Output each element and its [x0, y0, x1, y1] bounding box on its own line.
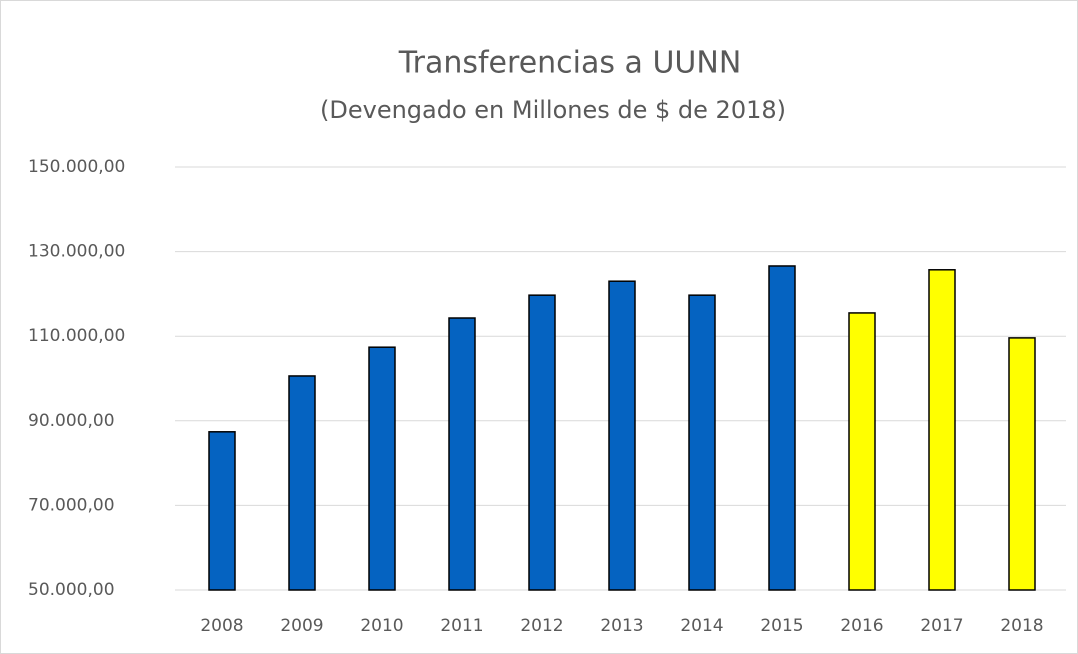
x-tick-label: 2010	[360, 616, 403, 636]
bar	[208, 431, 236, 591]
y-tick-label: 150.000,00	[28, 157, 125, 177]
bar	[608, 280, 636, 591]
x-tick-label: 2009	[280, 616, 323, 636]
y-tick-label: 90.000,00	[28, 411, 115, 431]
x-tick-label: 2015	[760, 616, 803, 636]
bar	[368, 346, 396, 591]
bar	[848, 312, 876, 591]
x-tick-label: 2013	[600, 616, 643, 636]
x-tick-label: 2008	[200, 616, 243, 636]
bar	[688, 294, 716, 591]
x-tick-label: 2016	[840, 616, 883, 636]
bar	[928, 269, 956, 591]
y-tick-label: 110.000,00	[28, 326, 125, 346]
bar	[448, 317, 476, 591]
x-tick-label: 2011	[440, 616, 483, 636]
x-tick-label: 2014	[680, 616, 723, 636]
x-tick-label: 2018	[1000, 616, 1043, 636]
bar	[768, 265, 796, 591]
bar	[288, 375, 316, 591]
chart-subtitle: (Devengado en Millones de $ de 2018)	[320, 96, 786, 124]
chart-title: Transferencias a UUNN	[398, 46, 742, 81]
y-tick-label: 50.000,00	[28, 580, 115, 600]
bar	[528, 294, 556, 591]
y-tick-label: 70.000,00	[28, 495, 115, 515]
x-tick-label: 2017	[920, 616, 963, 636]
y-tick-label: 130.000,00	[28, 242, 125, 262]
x-tick-label: 2012	[520, 616, 563, 636]
bar	[1008, 337, 1036, 591]
